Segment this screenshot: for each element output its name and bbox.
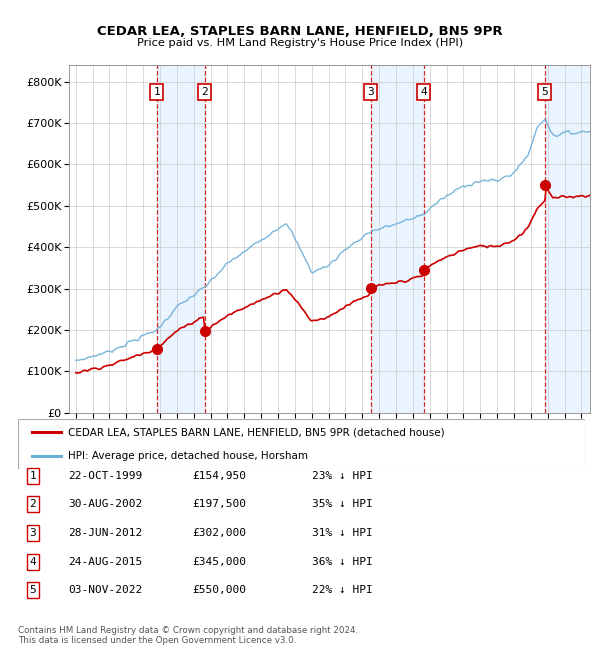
Text: 03-NOV-2022: 03-NOV-2022 xyxy=(68,585,142,595)
Text: 35% ↓ HPI: 35% ↓ HPI xyxy=(312,499,373,510)
Text: 4: 4 xyxy=(421,87,427,97)
Text: Contains HM Land Registry data © Crown copyright and database right 2024.: Contains HM Land Registry data © Crown c… xyxy=(18,626,358,635)
Bar xyxy=(371,65,424,413)
Text: £345,000: £345,000 xyxy=(192,556,246,567)
Text: £197,500: £197,500 xyxy=(192,499,246,510)
Bar xyxy=(545,65,590,413)
Text: £302,000: £302,000 xyxy=(192,528,246,538)
Text: 22-OCT-1999: 22-OCT-1999 xyxy=(68,471,142,481)
Text: 31% ↓ HPI: 31% ↓ HPI xyxy=(312,528,373,538)
Text: This data is licensed under the Open Government Licence v3.0.: This data is licensed under the Open Gov… xyxy=(18,636,296,645)
Text: 3: 3 xyxy=(367,87,374,97)
Text: £154,950: £154,950 xyxy=(192,471,246,481)
Text: 23% ↓ HPI: 23% ↓ HPI xyxy=(312,471,373,481)
Text: 30-AUG-2002: 30-AUG-2002 xyxy=(68,499,142,510)
Text: 1: 1 xyxy=(154,87,160,97)
Text: 28-JUN-2012: 28-JUN-2012 xyxy=(68,528,142,538)
Text: £550,000: £550,000 xyxy=(192,585,246,595)
Text: 22% ↓ HPI: 22% ↓ HPI xyxy=(312,585,373,595)
Text: 1: 1 xyxy=(29,471,37,481)
Text: 36% ↓ HPI: 36% ↓ HPI xyxy=(312,556,373,567)
Text: 3: 3 xyxy=(29,528,37,538)
Text: HPI: Average price, detached house, Horsham: HPI: Average price, detached house, Hors… xyxy=(68,450,308,461)
Text: 5: 5 xyxy=(542,87,548,97)
Text: 4: 4 xyxy=(29,556,37,567)
Text: 5: 5 xyxy=(29,585,37,595)
Text: 2: 2 xyxy=(29,499,37,510)
Text: 24-AUG-2015: 24-AUG-2015 xyxy=(68,556,142,567)
Text: CEDAR LEA, STAPLES BARN LANE, HENFIELD, BN5 9PR: CEDAR LEA, STAPLES BARN LANE, HENFIELD, … xyxy=(97,25,503,38)
FancyBboxPatch shape xyxy=(18,419,585,469)
Text: 2: 2 xyxy=(202,87,208,97)
Text: Price paid vs. HM Land Registry's House Price Index (HPI): Price paid vs. HM Land Registry's House … xyxy=(137,38,463,47)
Bar xyxy=(157,65,205,413)
Text: CEDAR LEA, STAPLES BARN LANE, HENFIELD, BN5 9PR (detached house): CEDAR LEA, STAPLES BARN LANE, HENFIELD, … xyxy=(68,427,445,437)
